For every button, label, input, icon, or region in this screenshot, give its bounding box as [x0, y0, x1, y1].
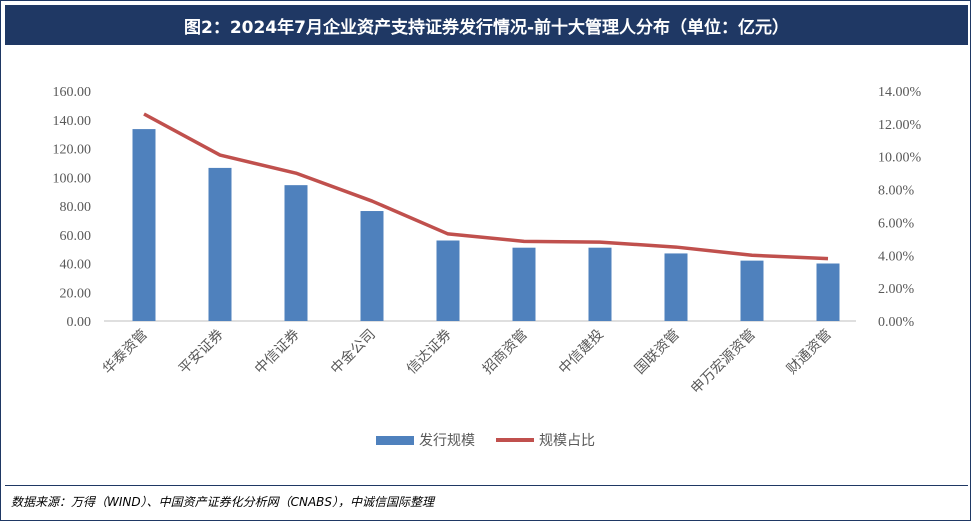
right-tick-label: 6.00%	[878, 216, 915, 231]
bar	[360, 211, 384, 321]
left-tick-label: 60.00	[60, 229, 92, 244]
category-label: 中金公司	[328, 327, 379, 378]
share-line	[143, 112, 829, 261]
legend-bar-swatch	[376, 436, 414, 445]
category-labels: 华泰资管 平安证券 中信证券 中金公司 信达证券 招商资管 中信建投 国联资管 申万宏源资管 财通…	[100, 327, 835, 398]
right-tick-label: 8.00%	[878, 184, 915, 199]
bar	[284, 185, 308, 321]
category-label: 中信建投	[556, 327, 607, 378]
bar	[740, 260, 764, 321]
right-axis: 0.00% 2.00% 4.00% 6.00% 8.00% 10.00% 12.00% 14.…	[878, 85, 922, 330]
chart-area: 0.00 20.00 40.00 60.00 80.00 100.00 120.00 140.…	[1, 49, 972, 485]
left-axis: 0.00 20.00 40.00 60.00 80.00 100.00 120.00 140.…	[53, 85, 92, 330]
bar	[436, 240, 460, 321]
left-tick-label: 0.00	[67, 315, 92, 330]
chart-title: 图2：2024年7月企业资产支持证券发行情况-前十大管理人分布（单位：亿元）	[5, 5, 968, 45]
right-tick-label: 2.00%	[878, 282, 915, 297]
category-label: 招商资管	[480, 327, 531, 378]
source-note: 数据来源：万得（WIND）、中国资产证券化分析网（CNABS），中诚信国际整理	[5, 485, 968, 517]
category-label: 国联资管	[632, 327, 683, 378]
left-tick-label: 40.00	[60, 258, 92, 273]
right-tick-label: 12.00%	[878, 118, 922, 133]
bar	[664, 253, 688, 321]
bar	[816, 263, 840, 321]
legend-line-label: 规模占比	[539, 433, 595, 449]
right-tick-label: 0.00%	[878, 315, 915, 330]
legend: 发行规模 规模占比	[376, 433, 595, 449]
bar-series	[132, 129, 840, 321]
category-label: 华泰资管	[100, 327, 151, 378]
category-label: 平安证券	[176, 327, 227, 378]
left-tick-label: 20.00	[60, 286, 92, 301]
right-tick-label: 4.00%	[878, 249, 915, 264]
left-tick-label: 140.00	[53, 114, 92, 129]
legend-bar-label: 发行规模	[419, 433, 475, 449]
left-tick-label: 80.00	[60, 200, 92, 215]
category-label: 申万宏源资管	[688, 327, 759, 398]
line-series	[143, 112, 829, 261]
category-label: 中信证券	[252, 327, 303, 378]
right-tick-label: 14.00%	[878, 85, 922, 100]
bar	[208, 167, 232, 321]
right-tick-label: 10.00%	[878, 151, 922, 166]
category-label: 财通资管	[784, 327, 835, 378]
left-tick-label: 100.00	[53, 171, 92, 186]
left-tick-label: 120.00	[53, 143, 92, 158]
bar	[132, 129, 156, 321]
bar	[512, 247, 536, 321]
bar	[588, 247, 612, 321]
chart-svg: 0.00 20.00 40.00 60.00 80.00 100.00 120.00 140.…	[53, 85, 922, 449]
left-tick-label: 160.00	[53, 85, 92, 100]
category-label: 信达证券	[404, 327, 455, 378]
